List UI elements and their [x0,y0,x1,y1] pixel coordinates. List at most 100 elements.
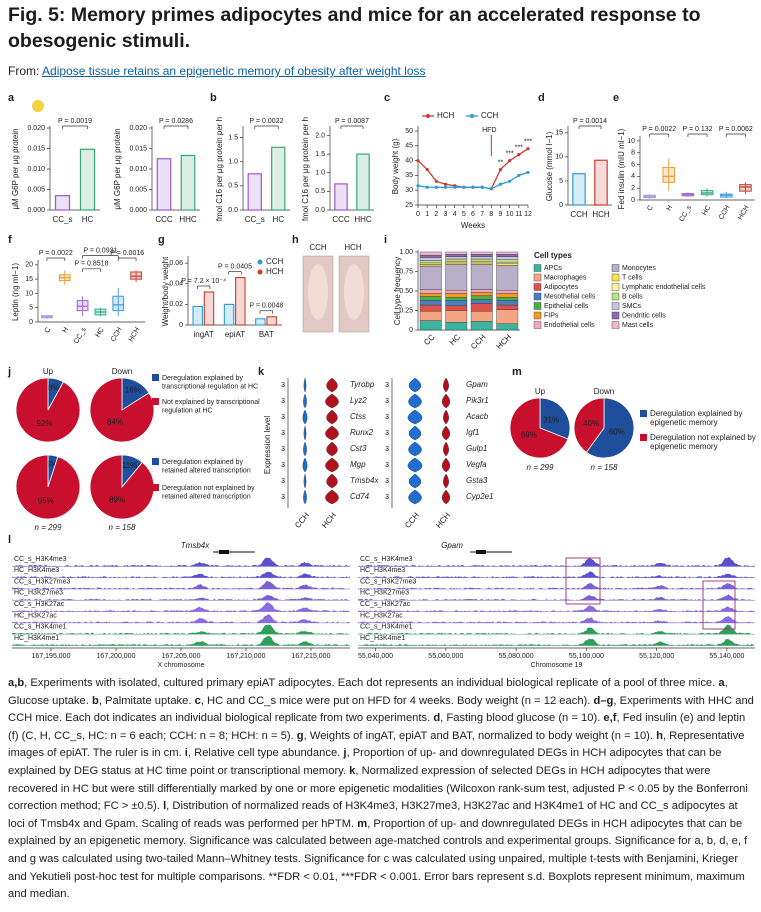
bar-segment [419,289,442,294]
legend-swatch [611,292,620,301]
bar-segment [470,262,493,265]
y-tick-label: 3 [281,398,285,405]
y-tick-label: 0.005 [129,186,147,193]
caption: a,b, Experiments with isolated, cultured… [8,677,754,901]
x-tick-label: 1 [425,211,429,218]
x-tick-label: HCH [592,210,610,219]
point [425,167,429,172]
x-tick-label: CCC [332,215,350,224]
gene-label: Mgp [350,460,366,469]
pie-slice [509,397,569,459]
value-label: 69% [521,431,537,440]
gene-label: Tmsb4x [181,541,210,550]
y-tick-label: 3 [281,430,285,437]
group-label: CCH [293,511,311,530]
violin [443,409,449,425]
gene-label: Gulp1 [466,444,487,453]
x-tick-label: 55,120,000 [639,653,674,660]
p-value: P = 0.0019 [58,118,92,125]
significance: *** [515,144,523,151]
y-tick-label: 3 [281,462,285,469]
y-tick-label: 30 [405,187,413,194]
point [471,185,475,189]
legend-swatch [611,273,620,282]
point [508,179,512,183]
legend-swatch [152,374,159,381]
track-signal [358,571,755,578]
panel-label: b [210,92,217,104]
significance: ** [498,159,504,166]
bar-segment [419,254,442,258]
bar [271,146,286,211]
y-axis-label: fmol C16 per μg protein per h [301,117,310,221]
bar-segment [445,256,468,260]
y-tick-label: 10 [555,154,563,161]
legend-label: Deregulation explained by epigenetic mem… [650,409,745,427]
x-tick-label: HHC [179,215,197,224]
y-tick-label: 1.00 [399,249,413,256]
track-label: CC_s_H3K27ac [360,601,411,608]
legend-swatch [533,264,542,272]
y-tick-label: 2.0 [315,132,325,139]
x-tick-label: 5 [462,211,466,218]
value-label: 89% [109,496,125,505]
panel-label: d [538,92,545,104]
track-signal [12,571,350,578]
track-signal [12,595,350,601]
bar-segment [470,303,493,312]
p-value: P = 7.2 × 10⁻⁴ [181,278,226,285]
gene-label: Igf1 [466,428,479,437]
significance: *** [506,150,514,157]
violin [302,457,308,473]
bar [79,148,96,211]
bar-segment [496,254,519,257]
point [526,170,530,175]
p-value: P = 0.132 [682,126,712,133]
y-tick-label: 3 [281,414,285,421]
bar-segment [419,264,442,267]
violin [326,409,338,425]
violin [303,441,307,457]
highlight-box [702,580,736,630]
legend-label: Deregulation explained by transcriptiona… [162,375,258,391]
y-tick-label: 10 [627,138,635,145]
y-tick-label: 15 [25,276,33,283]
bar-segment [496,259,519,263]
y-axis-label: Body weight (g) [391,138,400,194]
y-tick-label: 25 [405,202,413,209]
bar-segment [419,311,442,321]
gene-label: Tmsb4x [350,476,379,485]
source-link[interactable]: Adipose tissue retains an epigenetic mem… [42,64,426,78]
figure: a b c d ef g h ij k ml0.0000.0050.0100.0150.020μM… [7,92,758,668]
gene-exon [476,550,486,554]
p-value: P = 0.0022 [642,126,676,133]
bar [54,195,71,211]
panel-label: c [384,92,390,104]
track-signal [12,580,350,590]
x-tick-label: CC_s [245,215,265,224]
y-tick-label: 3 [281,478,285,485]
x-tick-label: 10 [506,211,514,218]
x-tick-label: HC [448,332,463,347]
y-axis-label: Fed insulin (mIU ml−1) [617,128,626,209]
x-tick-label: 11 [515,211,522,218]
value-label: 31% [543,416,559,425]
violin [441,489,451,505]
y-tick-label: 0.0 [228,207,238,214]
legend-title: Cell types [534,251,572,260]
legend-swatch [152,484,159,491]
track-signal [358,616,755,623]
violin [443,441,449,457]
x-tick-label: CC_s [678,204,693,223]
y-tick-label: 8 [631,150,635,157]
y-tick-label: 0.5 [228,183,238,190]
legend-swatch [611,321,620,329]
track-signal [12,636,350,646]
bar-segment [470,292,493,296]
violin [441,457,451,473]
y-axis-label: Glucose (mmol l−1) [545,131,554,201]
violin [408,393,422,409]
legend-label: Dendritic cells [622,312,666,319]
bar-segment [470,299,493,304]
bar-segment [445,293,468,298]
